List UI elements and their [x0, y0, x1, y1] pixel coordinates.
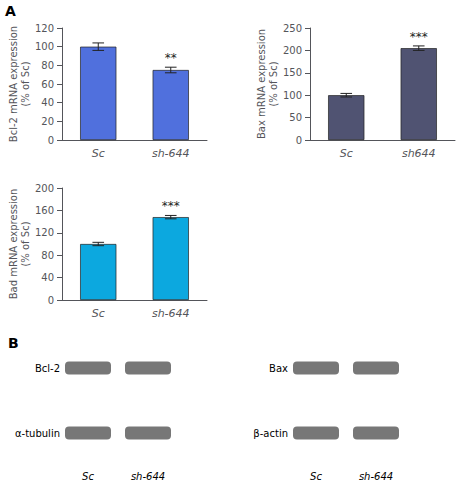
svg-text:sh-644: sh-644	[152, 307, 190, 320]
svg-text:***: ***	[162, 199, 180, 213]
svg-text:120: 120	[35, 23, 54, 34]
svg-text:sh644: sh644	[402, 147, 436, 160]
svg-text:200: 200	[283, 45, 302, 56]
svg-text:40: 40	[41, 272, 54, 283]
svg-text:Sc: Sc	[82, 471, 94, 482]
svg-text:Bcl-2: Bcl-2	[35, 363, 60, 374]
svg-text:**: **	[165, 51, 177, 65]
svg-text:(% of Sc): (% of Sc)	[20, 221, 31, 266]
svg-text:(% of Sc): (% of Sc)	[20, 61, 31, 106]
svg-text:80: 80	[41, 250, 54, 261]
svg-text:60: 60	[41, 79, 54, 90]
svg-text:Bcl-2 mRNA expression: Bcl-2 mRNA expression	[8, 26, 19, 142]
svg-text:200: 200	[35, 183, 54, 194]
svg-text:100: 100	[283, 90, 302, 101]
svg-text:sh-644: sh-644	[131, 471, 165, 482]
svg-text:80: 80	[41, 60, 54, 71]
svg-text:150: 150	[283, 67, 302, 78]
svg-text:0: 0	[48, 295, 54, 306]
svg-text:120: 120	[35, 227, 54, 238]
svg-text:50: 50	[289, 112, 302, 123]
svg-text:(% of Sc): (% of Sc)	[268, 61, 279, 106]
svg-text:250: 250	[283, 23, 302, 34]
svg-text:Sc: Sc	[310, 471, 322, 482]
svg-text:Bax mRNA expression: Bax mRNA expression	[256, 29, 267, 139]
svg-text:100: 100	[35, 41, 54, 52]
svg-text:Bax: Bax	[269, 363, 288, 374]
svg-text:A: A	[5, 3, 16, 19]
svg-text:sh-644: sh-644	[359, 471, 393, 482]
svg-text:Sc: Sc	[92, 147, 105, 160]
svg-text:40: 40	[41, 97, 54, 108]
svg-text:Sc: Sc	[92, 307, 105, 320]
svg-text:β-actin: β-actin	[253, 428, 288, 439]
svg-text:B: B	[8, 335, 19, 351]
svg-text:0: 0	[296, 135, 302, 146]
svg-text:***: ***	[410, 30, 428, 44]
svg-text:0: 0	[48, 135, 54, 146]
svg-text:Sc: Sc	[340, 147, 353, 160]
svg-text:160: 160	[35, 205, 54, 216]
svg-text:α-tubulin: α-tubulin	[15, 428, 60, 439]
svg-text:sh-644: sh-644	[152, 147, 190, 160]
svg-text:Bad mRNA expression: Bad mRNA expression	[8, 189, 19, 300]
svg-text:20: 20	[41, 116, 54, 127]
